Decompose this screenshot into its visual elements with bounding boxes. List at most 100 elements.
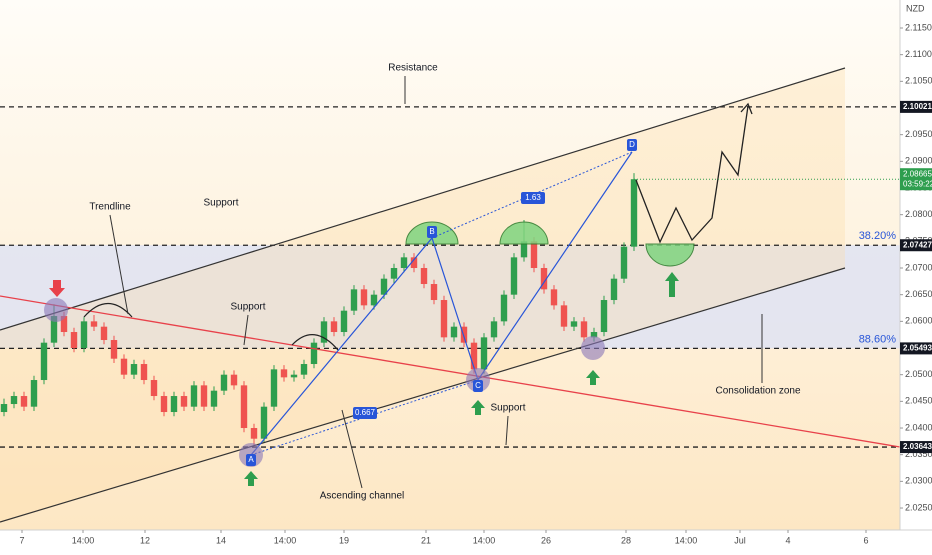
candle-body [240, 385, 248, 429]
level-tag [900, 441, 932, 454]
channel-upper [0, 67, 846, 331]
y-tick-label: 2.11000 [905, 49, 932, 59]
green-arc [645, 243, 695, 267]
candle-body [60, 316, 68, 333]
pivot-circle [44, 298, 68, 322]
candle-body [510, 257, 518, 295]
candle-body [90, 321, 98, 327]
candle-body [340, 310, 348, 333]
candle-body [300, 364, 308, 375]
candle-body [270, 369, 278, 407]
candle-body [420, 268, 428, 285]
candle-body [410, 257, 418, 269]
candle-body [70, 332, 78, 349]
candle-body [150, 380, 158, 397]
y-tick-label: 2.09000 [905, 156, 932, 166]
candle-body [590, 332, 598, 338]
candle-body [200, 385, 208, 407]
projection [635, 105, 749, 244]
green-arc [499, 221, 549, 245]
currency: NZD [906, 3, 925, 13]
candle-body [450, 326, 458, 338]
candle-body [20, 396, 28, 407]
candle-body [390, 268, 398, 279]
abcd-lines [250, 151, 633, 456]
arc [291, 334, 339, 351]
level-tag-label: 2.03643 [903, 442, 932, 451]
x-tick-label: 14:00 [675, 535, 698, 545]
up-arrow [244, 471, 258, 486]
axes: NZD 2.02500 2.03000 2.03500 2.04000 2.04500 2… [19, 3, 932, 545]
candle-body [580, 321, 588, 338]
up-arrow [471, 400, 485, 415]
pattern-point-box [473, 380, 483, 392]
pattern-ratio: 1.63 [525, 193, 541, 202]
candle-body [430, 284, 438, 301]
y-tick-label: 2.04500 [905, 396, 932, 406]
ratio-box [353, 407, 377, 419]
y-tick-label: 2.06000 [905, 316, 932, 326]
candle-body [330, 321, 338, 333]
x-tick-label: 26 [541, 535, 551, 545]
up-arrow [665, 272, 679, 297]
x-tick-label: 6 [863, 535, 868, 545]
arrowhead [740, 102, 753, 115]
candle-body [140, 364, 148, 381]
x-tick-label: 14:00 [274, 535, 297, 545]
candles [0, 173, 638, 447]
annotation: Support [230, 302, 265, 313]
pattern-ratio: 0.667 [355, 408, 376, 417]
candle-body [560, 305, 568, 327]
channel-lower [0, 267, 846, 523]
candle-body [50, 316, 58, 343]
candle-body [370, 294, 378, 306]
candle-body [600, 300, 608, 333]
candle-body [470, 342, 478, 370]
level-tag [900, 342, 932, 355]
pointer [341, 409, 363, 489]
down-arrow [49, 280, 65, 297]
annotation: Ascending channel [320, 491, 405, 502]
candle-body [30, 380, 38, 407]
candle-body [490, 321, 498, 338]
level-tag [900, 100, 932, 113]
candle-body [230, 374, 238, 386]
pattern-point-box [246, 454, 256, 466]
candle-body [350, 289, 358, 311]
pattern-point-box [427, 226, 437, 238]
candle-body [210, 390, 218, 407]
candle-body [400, 257, 408, 269]
candle-body [170, 396, 178, 413]
candle-body [630, 179, 638, 247]
x-tick-label: 14:00 [473, 535, 496, 545]
annotation: Consolidation zone [715, 386, 800, 397]
drawings [0, 67, 901, 523]
y-tick-label: 2.11500 [905, 22, 932, 32]
x-tick-label: 19 [339, 535, 349, 545]
grid [0, 106, 900, 448]
price-tag-label: 2.08665 [903, 169, 932, 178]
candle-body [440, 300, 448, 338]
candle-body [540, 268, 548, 290]
y-tick-label: 2.03500 [905, 449, 932, 459]
fib-label: 38.20% [859, 230, 897, 242]
level-tag [900, 239, 932, 252]
countdown: 03:59:22 [903, 179, 932, 188]
y-tick-label: 2.10500 [905, 76, 932, 86]
pattern-point: B [429, 227, 434, 236]
level-tag-label: 2.10021 [903, 102, 932, 111]
candle-body [500, 294, 508, 322]
annotation: Support [490, 403, 525, 414]
candle-body [610, 278, 618, 301]
candle-body [520, 241, 528, 258]
x-tick-label: 7 [19, 535, 24, 545]
candle-body [530, 241, 538, 269]
candle-body [480, 337, 488, 370]
candle-body [250, 428, 258, 439]
candle-body [100, 326, 108, 341]
annotation: Trendline [89, 202, 131, 213]
pointer [109, 214, 129, 315]
y-tick-label: 2.07000 [905, 262, 932, 272]
up-arrow [586, 370, 600, 385]
